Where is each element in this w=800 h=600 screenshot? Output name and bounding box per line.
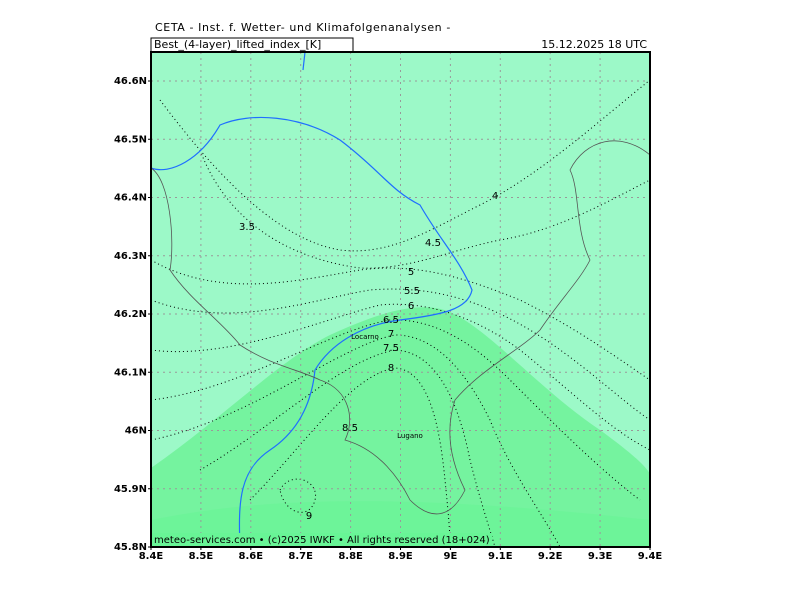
contour-label: 9 bbox=[306, 511, 312, 522]
map-title: Best_(4-layer)_lifted_index_[K] bbox=[154, 38, 321, 51]
contour-label: 3.5 bbox=[239, 222, 255, 233]
contour-label: 4.5 bbox=[425, 238, 441, 249]
lat-label: 46.6N bbox=[114, 76, 147, 87]
lat-label: 46N bbox=[125, 426, 147, 437]
lon-label: 8.4E bbox=[139, 551, 164, 562]
field-mid bbox=[151, 307, 650, 547]
lat-label: 46.2N bbox=[114, 309, 147, 320]
lon-label: 9E bbox=[444, 551, 458, 562]
valid-time: 15.12.2025 18 UTC bbox=[541, 38, 647, 51]
river bbox=[302, 51, 306, 71]
lon-label: 9.4E bbox=[638, 551, 663, 562]
institute: CETA - Inst. f. Wetter- und Klimafolgena… bbox=[155, 21, 451, 34]
lat-label: 46.5N bbox=[114, 134, 147, 145]
footer: meteo-services.com • (c)2025 IWKF • All … bbox=[154, 535, 490, 546]
footer-bg bbox=[152, 533, 492, 546]
contour-label: 7.5 bbox=[383, 343, 399, 354]
place-label: Lugano bbox=[397, 432, 423, 440]
map-area bbox=[150, 51, 651, 548]
border bbox=[150, 140, 651, 515]
contour-label: 5 bbox=[408, 267, 414, 278]
lat-label: 45.8N bbox=[114, 542, 147, 553]
lat-label: 46.4N bbox=[114, 193, 147, 204]
lon-label: 8.9E bbox=[388, 551, 413, 562]
contour-label: 8 bbox=[388, 363, 394, 374]
lat-label: 46.1N bbox=[114, 367, 147, 378]
lon-label: 8.6E bbox=[239, 551, 264, 562]
lon-label: 9.2E bbox=[538, 551, 563, 562]
river bbox=[150, 116, 473, 548]
grid bbox=[151, 52, 650, 547]
contour-label: 8.5 bbox=[342, 423, 358, 434]
lon-label: 8.7E bbox=[288, 551, 313, 562]
lon-label: 8.5E bbox=[189, 551, 214, 562]
place-label: Locarno bbox=[351, 333, 379, 341]
contour-label: 6 bbox=[408, 301, 414, 312]
lon-label: 9.1E bbox=[488, 551, 513, 562]
contour-label: 6.5 bbox=[383, 315, 399, 326]
lon-label: 8.8E bbox=[338, 551, 363, 562]
contours bbox=[150, 79, 651, 548]
contour-label: 5.5 bbox=[404, 286, 420, 297]
contour-label: 4 bbox=[492, 191, 498, 202]
lat-label: 45.9N bbox=[114, 484, 147, 495]
contour-label: 7 bbox=[388, 329, 394, 340]
lon-label: 9.3E bbox=[588, 551, 613, 562]
lat-label: 46.3N bbox=[114, 251, 147, 262]
